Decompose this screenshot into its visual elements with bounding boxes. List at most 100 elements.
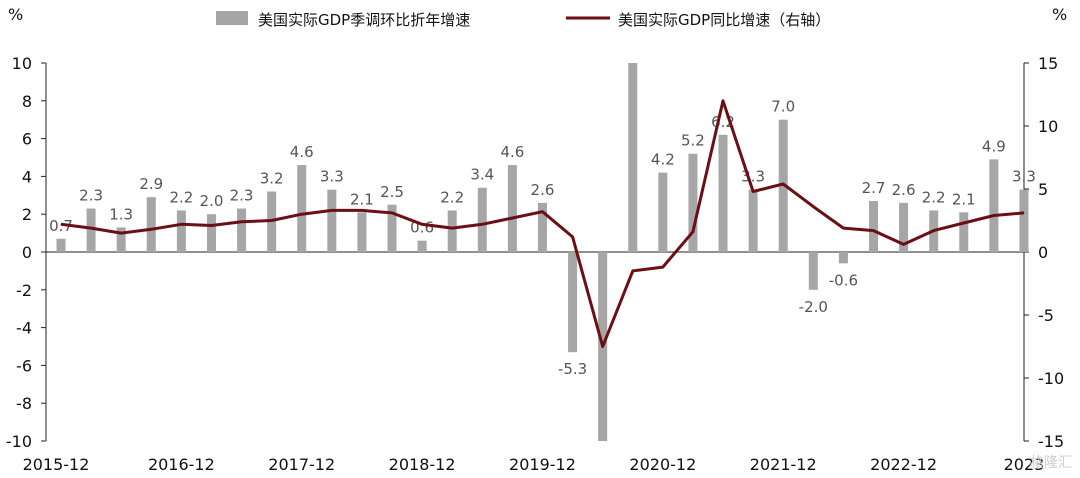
bar-data-label: 2.3 bbox=[230, 187, 254, 205]
line-point bbox=[632, 270, 634, 272]
legend-bar-label: 美国实际GDP季调环比折年增速 bbox=[258, 11, 470, 29]
legend: 美国实际GDP季调环比折年增速 美国实际GDP同比增速（右轴） bbox=[216, 11, 830, 29]
right-axis-unit: % bbox=[1052, 5, 1067, 24]
bar-data-label: 3.3 bbox=[1012, 168, 1036, 186]
bar-data-label: 2.6 bbox=[892, 181, 916, 199]
bar bbox=[146, 197, 156, 252]
bar-data-label: 4.6 bbox=[290, 143, 314, 161]
bar bbox=[959, 212, 969, 252]
line-point bbox=[812, 206, 814, 208]
right-tick-label: 15 bbox=[1038, 54, 1058, 73]
bar-data-label: 2.5 bbox=[380, 183, 404, 201]
bar-data-label: 4.6 bbox=[500, 143, 524, 161]
bar bbox=[206, 214, 216, 252]
bar bbox=[56, 238, 66, 252]
bar bbox=[477, 187, 487, 252]
line-point bbox=[1023, 212, 1025, 214]
line-point bbox=[541, 211, 543, 213]
bar bbox=[989, 159, 999, 252]
line-point bbox=[481, 223, 483, 225]
left-tick-label: 0 bbox=[22, 243, 32, 262]
x-tick-label: 2022-12 bbox=[870, 455, 937, 474]
left-tick-label: 4 bbox=[22, 167, 32, 186]
bar bbox=[86, 208, 96, 252]
x-tick-label: 2021-12 bbox=[750, 455, 817, 474]
x-tick-label: 2015-12 bbox=[23, 455, 90, 474]
bar-data-label: 3.4 bbox=[470, 166, 494, 184]
bar bbox=[176, 210, 186, 252]
x-axis-ticks: 2015-12 2016-12 2017-12 2018-12 2019-12 2020-… bbox=[23, 455, 1045, 474]
bar-data-label: -2.0 bbox=[799, 298, 828, 316]
x-tick-label: 2019-12 bbox=[509, 455, 576, 474]
line-point bbox=[752, 191, 754, 193]
bar-data-label: 2.2 bbox=[922, 188, 946, 206]
line-series bbox=[60, 99, 1025, 348]
legend-bar-swatch bbox=[216, 11, 248, 25]
bar bbox=[658, 172, 668, 252]
x-tick-label: 2016-12 bbox=[148, 455, 215, 474]
bar bbox=[688, 153, 698, 252]
bar-data-label: 4.9 bbox=[982, 137, 1006, 155]
left-tick-label: -6 bbox=[16, 356, 32, 375]
line-point bbox=[331, 209, 333, 211]
bar bbox=[838, 252, 848, 264]
bar-data-label: 2.1 bbox=[350, 190, 374, 208]
line-point bbox=[963, 222, 965, 224]
line-point bbox=[90, 227, 92, 229]
bar bbox=[899, 202, 909, 252]
left-axis-ticks: 10 8 6 4 2 0 -2 -4 -6 -8 -10 bbox=[6, 54, 46, 451]
line-point bbox=[421, 223, 423, 225]
bar-data-label: 2.1 bbox=[952, 190, 976, 208]
bar-data-label: -5.3 bbox=[558, 360, 587, 378]
bar bbox=[868, 200, 878, 252]
bar bbox=[387, 204, 397, 252]
line-point bbox=[692, 231, 694, 233]
bar bbox=[718, 134, 728, 252]
line-point bbox=[842, 227, 844, 229]
line-point bbox=[301, 213, 303, 215]
x-tick-label: 2018-12 bbox=[389, 455, 456, 474]
right-tick-label: -15 bbox=[1038, 432, 1064, 451]
right-tick-label: 5 bbox=[1038, 180, 1048, 199]
bar bbox=[808, 252, 818, 290]
line-point bbox=[511, 217, 513, 219]
line-point bbox=[150, 228, 152, 230]
bar-data-label: 2.3 bbox=[79, 187, 103, 205]
line-point bbox=[993, 214, 995, 216]
bar-data-label: 2.9 bbox=[139, 175, 163, 193]
left-tick-label: 2 bbox=[22, 205, 32, 224]
line-point bbox=[782, 183, 784, 185]
bar-data-label: 3.2 bbox=[260, 170, 284, 188]
left-tick-label: -10 bbox=[6, 432, 32, 451]
bar-data-label: 5.2 bbox=[681, 132, 705, 150]
x-tick-label: 2023 bbox=[1004, 455, 1045, 474]
bar bbox=[537, 202, 547, 252]
right-tick-label: 10 bbox=[1038, 117, 1058, 136]
right-tick-label: 0 bbox=[1038, 243, 1048, 262]
x-tick-label: 2017-12 bbox=[268, 455, 335, 474]
left-tick-label: 6 bbox=[22, 130, 32, 149]
line-point bbox=[60, 223, 62, 225]
legend-line-label: 美国实际GDP同比增速（右轴） bbox=[618, 11, 830, 29]
left-axis-unit: % bbox=[8, 5, 23, 24]
right-tick-label: -10 bbox=[1038, 369, 1064, 388]
bar bbox=[748, 189, 758, 252]
bar-data-label: 3.3 bbox=[320, 168, 344, 186]
bar-data-label: 1.3 bbox=[109, 205, 133, 223]
right-axis-ticks: 15 10 5 0 -5 -10 -15 bbox=[1024, 54, 1064, 451]
left-tick-label: -2 bbox=[16, 281, 32, 300]
bar-data-label: 2.2 bbox=[440, 188, 464, 206]
left-tick-label: -4 bbox=[16, 319, 32, 338]
bar bbox=[327, 189, 337, 252]
bar bbox=[357, 212, 367, 252]
line-point bbox=[872, 230, 874, 232]
bar bbox=[417, 240, 427, 252]
bar bbox=[1019, 189, 1029, 252]
line-point bbox=[662, 266, 664, 268]
bar-data-label: 2.7 bbox=[862, 179, 886, 197]
line-point bbox=[361, 209, 363, 211]
line-point bbox=[271, 220, 273, 221]
line-point bbox=[241, 221, 243, 223]
bar-data-label: -0.6 bbox=[829, 271, 858, 289]
left-tick-label: 8 bbox=[22, 92, 32, 111]
